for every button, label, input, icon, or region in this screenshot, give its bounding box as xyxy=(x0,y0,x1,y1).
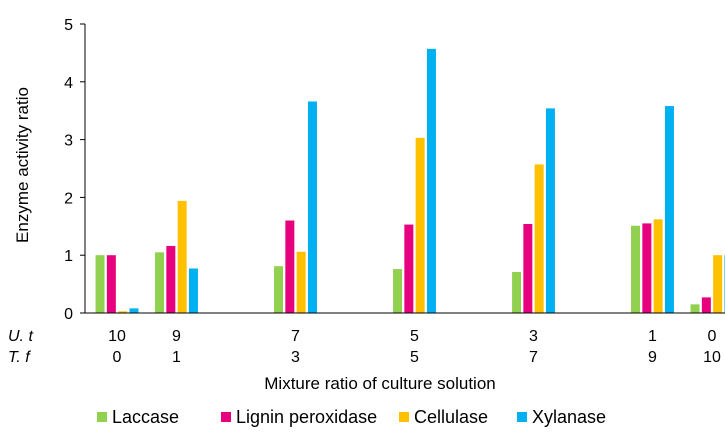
bar-xylanase xyxy=(664,106,674,313)
bar-laccase xyxy=(95,255,105,313)
x-tick-label-tf: 0 xyxy=(113,349,122,366)
y-tick-label: 1 xyxy=(64,248,73,265)
bar-laccase xyxy=(274,266,284,313)
bar-laccase xyxy=(512,271,522,313)
legend-label-cellulase: Cellulase xyxy=(414,407,488,427)
bar-lignin-peroxidase xyxy=(642,223,652,313)
bar-laccase xyxy=(155,252,165,313)
bar-lignin-peroxidase xyxy=(701,297,711,313)
x-axis-title: Mixture ratio of culture solution xyxy=(264,374,496,393)
bar-lignin-peroxidase xyxy=(285,220,295,313)
bar-lignin-peroxidase xyxy=(523,223,533,313)
bar-xylanase xyxy=(545,108,555,313)
bar-cellulase xyxy=(534,164,544,313)
bar-laccase xyxy=(631,225,641,313)
bar-xylanase xyxy=(188,268,198,313)
x-tick-label-ut: 10 xyxy=(108,328,126,345)
y-tick-label: 3 xyxy=(64,133,73,150)
bars xyxy=(95,48,725,313)
legend-swatch-cellulase xyxy=(399,412,409,422)
x-axis: 10 0 9 1 7 3 5 5 3 7 1 9 0 10 U. t T. f xyxy=(8,312,725,366)
bar-laccase xyxy=(690,304,700,313)
y-tick-label: 4 xyxy=(64,75,73,92)
bar-cellulase xyxy=(653,219,663,313)
bar-lignin-peroxidase xyxy=(106,255,116,313)
bar-cellulase xyxy=(177,200,187,313)
x-tick-label-tf: 5 xyxy=(410,349,419,366)
x-tick-label-tf: 3 xyxy=(291,349,300,366)
y-axis: 0 1 2 3 4 5 xyxy=(64,17,86,323)
x-tick-label-ut: 5 xyxy=(410,328,419,345)
bar-lignin-peroxidase xyxy=(404,224,414,313)
x-tick-label-ut: 0 xyxy=(708,328,717,345)
bar-laccase xyxy=(393,269,403,313)
legend-label-laccase: Laccase xyxy=(112,407,179,427)
y-tick-label: 5 xyxy=(64,17,73,34)
legend: Laccase Lignin peroxidase Cellulase Xylanas… xyxy=(97,407,606,427)
y-tick-label: 0 xyxy=(64,306,73,323)
y-axis-title: Enzyme activity ratio xyxy=(13,87,32,243)
y-tick-label: 2 xyxy=(64,190,73,207)
bar-cellulase xyxy=(296,251,306,313)
legend-swatch-xylanase xyxy=(517,412,527,422)
x-tick-label-ut: 9 xyxy=(172,328,181,345)
x-tick-label-ut: 3 xyxy=(529,328,538,345)
x-tick-label-tf: 9 xyxy=(648,349,657,366)
x-tick-label-ut: 1 xyxy=(648,328,657,345)
bar-lignin-peroxidase xyxy=(166,245,176,313)
bar-xylanase xyxy=(426,48,436,313)
row-label-ut: U. t xyxy=(8,328,33,345)
legend-label-xylanase: Xylanase xyxy=(532,407,606,427)
bar-xylanase xyxy=(129,308,139,313)
legend-swatch-lignin-peroxidase xyxy=(221,412,231,422)
legend-label-lignin-peroxidase: Lignin peroxidase xyxy=(236,407,377,427)
bar-cellulase xyxy=(118,311,128,313)
bar-cellulase xyxy=(713,255,723,313)
x-tick-label-ut: 7 xyxy=(291,328,300,345)
bar-xylanase xyxy=(307,101,317,313)
legend-swatch-laccase xyxy=(97,412,107,422)
x-tick-label-tf: 1 xyxy=(172,349,181,366)
row-label-tf: T. f xyxy=(8,349,31,366)
x-tick-label-tf: 7 xyxy=(529,349,538,366)
x-tick-label-tf: 10 xyxy=(703,349,721,366)
bar-cellulase xyxy=(415,137,425,313)
